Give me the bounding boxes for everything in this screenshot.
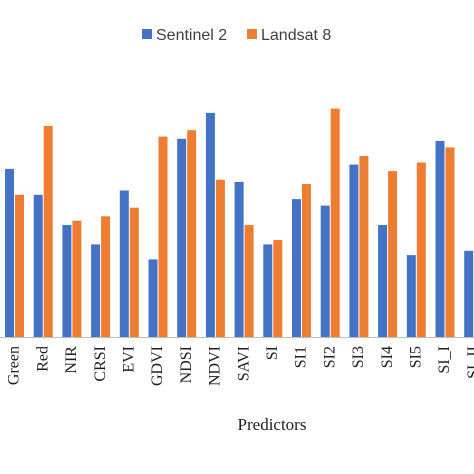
legend-label-sentinel-2: Sentinel 2 [156,27,227,44]
bar-sentinel-2-si5 [406,255,416,337]
bar-landsat-8-si5 [416,162,426,337]
bar-sentinel-2-green [5,168,14,337]
bar-landsat-8-ndvi [215,179,225,337]
x-tick-label-si-ii: SI_II [465,346,474,379]
bar-landsat-8-si [273,240,283,337]
bar-sentinel-2-nir [62,225,72,337]
bar-sentinel-2-red [33,194,43,337]
legend-swatch-sentinel-2 [142,29,152,39]
x-tick-label-si2: SI2 [321,346,338,368]
bar-sentinel-2-si2 [320,205,330,337]
x-axis-title: Predictors [238,415,307,434]
x-tick-label-green: Green [6,346,23,385]
x-tick-label-evi: EVI [120,346,137,373]
legend-label-landsat-8: Landsat 8 [261,27,331,44]
bars-layer [5,108,474,338]
bar-landsat-8-si2 [330,108,340,337]
bar-sentinel-2-si1 [292,199,301,337]
bar-sentinel-2-evi [119,190,129,337]
x-tick-label-red: Red [34,346,51,372]
legend: Sentinel 2 Landsat 8 [142,27,331,44]
bar-sentinel-2-si-i [435,140,445,337]
bar-sentinel-2-ndvi [205,112,215,338]
bar-sentinel-2-si4 [378,225,388,337]
x-tick-label-crsi: CRSI [92,346,109,382]
x-tick-label-si4: SI4 [379,346,396,368]
bar-landsat-8-evi [129,207,139,337]
legend-swatch-landsat-8 [247,29,257,39]
bar-landsat-8-red [43,125,53,338]
x-tick-label-gdvi: GDVI [149,346,166,386]
x-tick-labels: Green Red NIR CRSI EVI GDVI NDSI NDVI SAVI SI SI1 S… [6,346,474,386]
x-tick-label-si1: SI1 [293,346,310,368]
bar-sentinel-2-crsi [91,244,101,337]
bar-landsat-8-crsi [101,216,111,337]
x-tick-label-si: SI [264,346,281,360]
bar-landsat-8-gdvi [158,136,168,337]
bar-sentinel-2-si [263,244,273,337]
bar-landsat-8-savi [244,225,254,337]
bar-landsat-8-si3 [359,156,369,337]
x-tick-label-savi: SAVI [235,346,252,381]
x-tick-label-si-i: SI_I [436,346,453,374]
x-tick-label-ndvi: NDVI [207,346,224,386]
bar-landsat-8-si1 [302,184,311,337]
bar-landsat-8-nir [72,220,82,337]
x-tick-label-ndsi: NDSI [178,346,195,383]
bar-sentinel-2-si-ii [464,250,474,337]
bar-landsat-8-si4 [388,171,398,337]
bar-sentinel-2-si3 [349,164,359,337]
x-tick-label-nir: NIR [63,346,80,374]
bar-sentinel-2-savi [234,181,244,337]
x-tick-label-si3: SI3 [350,346,367,368]
bar-landsat-8-si-i [445,147,455,337]
bar-landsat-8-ndsi [187,130,197,337]
x-tick-label-si5: SI5 [407,346,424,368]
bar-landsat-8-green [15,194,24,337]
bar-sentinel-2-ndsi [177,138,187,337]
bar-sentinel-2-gdvi [148,259,158,337]
